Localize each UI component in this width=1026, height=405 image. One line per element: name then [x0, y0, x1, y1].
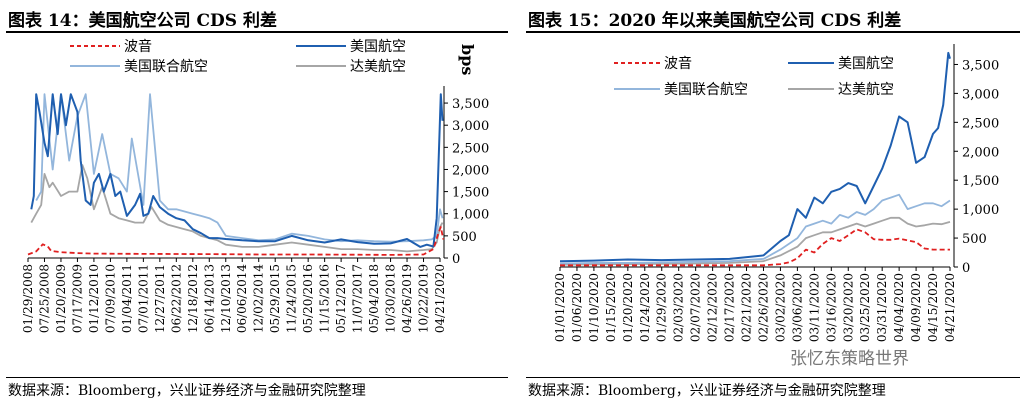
series-line-united — [559, 193, 951, 265]
x-tick-label: 06/22/2012 — [169, 264, 183, 333]
x-tick-label: 12/18/2012 — [186, 264, 200, 333]
left-title-rule — [6, 31, 508, 33]
right-source-note: 数据来源：Bloomberg，兴业证券经济与金融研究院整理 — [528, 383, 886, 399]
series-line-boeing — [560, 228, 950, 267]
x-tick-label: 03/20/2020 — [841, 273, 855, 342]
x-tick-label: 05/29/2015 — [268, 264, 282, 333]
x-tick-label: 04/21/2020 — [433, 264, 447, 333]
series-line-american — [559, 51, 951, 263]
y-tick-label: 0 — [452, 252, 460, 267]
y-tick-label: 0 — [962, 261, 970, 276]
legend-label-united: 美国联合航空 — [124, 59, 208, 75]
series-line-boeing — [27, 226, 445, 256]
y-tick-label: 2,000 — [962, 145, 999, 160]
right-cds-chart: 0 500 1,000 1,500 2,000 2,500 3,000 3,500 01/01/… — [553, 44, 999, 342]
x-tick-label: 02/07/2020 — [689, 273, 703, 342]
x-tick-label: 02/26/2020 — [756, 273, 770, 342]
legend-label-united: 美国联合航空 — [664, 82, 748, 98]
x-tick-label: 01/20/2020 — [621, 273, 635, 342]
watermark-text: 张忆东策略世界 — [790, 349, 909, 369]
x-tick-label: 04/15/2020 — [926, 273, 940, 342]
x-tick-label: 07/09/2010 — [103, 264, 117, 333]
legend-label-boeing: 波音 — [124, 38, 152, 55]
right-bottom-rule — [526, 377, 1020, 378]
x-tick-label: 05/04/2018 — [367, 264, 381, 333]
x-tick-label: 01/24/2020 — [638, 273, 652, 342]
x-tick-label: 11/15/2016 — [318, 264, 332, 333]
legend-label-american: 美国航空 — [350, 39, 406, 55]
y-tick-label: 1,500 — [962, 174, 999, 189]
x-tick-label: 01/04/2011 — [120, 264, 134, 333]
left-chart-title: 图表 14：美国航空公司 CDS 利差 — [8, 11, 277, 31]
x-tick-label: 06/06/2014 — [235, 264, 249, 334]
x-tick-label: 01/12/2010 — [87, 264, 101, 333]
x-tick-label: 03/16/2020 — [824, 273, 838, 342]
x-tick-label: 12/10/2013 — [219, 264, 233, 333]
x-tick-label: 07/25/2008 — [37, 264, 51, 333]
legend-label-delta: 达美航空 — [838, 82, 894, 98]
legend-label-boeing: 波音 — [664, 55, 692, 72]
x-tick-label: 03/11/2020 — [807, 273, 821, 342]
x-tick-label: 07/01/2011 — [136, 264, 150, 333]
x-tick-label: 01/29/2020 — [655, 273, 669, 342]
x-tick-label: 03/06/2020 — [790, 273, 804, 342]
y-tick-label: 500 — [962, 232, 987, 247]
x-tick-label: 04/26/2019 — [400, 264, 414, 333]
series-line-delta — [30, 164, 444, 253]
x-tick-label: 05/20/2016 — [301, 264, 315, 333]
x-tick-label: 02/03/2020 — [672, 273, 686, 342]
x-tick-label: 01/20/2009 — [54, 264, 68, 333]
x-tick-label: 03/25/2020 — [858, 273, 872, 342]
y-tick-label: 3,500 — [452, 97, 489, 112]
y-tick-label: 3,000 — [452, 119, 489, 134]
x-tick-label: 06/14/2013 — [202, 264, 216, 333]
left-bottom-rule — [6, 377, 508, 378]
series-line-american — [30, 93, 444, 248]
left-cds-chart: 0 500 1,000 1,500 2,000 2,500 3,000 3,500 bps 01/… — [21, 38, 489, 334]
x-tick-label: 07/17/2009 — [70, 264, 84, 333]
x-tick-label: 01/29/2008 — [21, 264, 35, 333]
y-tick-label: 500 — [452, 230, 477, 245]
x-tick-label: 10/22/2019 — [417, 264, 431, 333]
y-tick-label: 3,000 — [962, 87, 999, 102]
y-tick-label: 3,500 — [962, 58, 999, 73]
x-tick-label: 10/30/2018 — [384, 264, 398, 333]
x-tick-label: 01/10/2020 — [587, 273, 601, 342]
x-tick-label: 01/15/2020 — [604, 273, 618, 342]
x-tick-label: 01/01/2020 — [553, 273, 567, 342]
right-title-rule — [526, 31, 1020, 33]
x-tick-label: 02/17/2020 — [723, 273, 737, 342]
y-tick-label: 1,000 — [962, 203, 999, 218]
x-tick-label: 04/04/2020 — [892, 273, 906, 342]
y-tick-label: 2,000 — [452, 163, 489, 178]
x-tick-label: 03/31/2020 — [875, 273, 889, 342]
x-tick-label: 04/09/2020 — [909, 273, 923, 342]
left-source-note: 数据来源：Bloomberg，兴业证券经济与金融研究院整理 — [8, 383, 366, 399]
y-tick-label: 1,000 — [452, 208, 489, 223]
y-tick-label: 2,500 — [962, 116, 999, 131]
series-line-delta — [559, 216, 951, 266]
y-tick-label: 1,500 — [452, 186, 489, 201]
x-tick-label: 01/06/2020 — [570, 273, 584, 342]
right-chart-title: 图表 15：2020 年以来美国航空公司 CDS 利差 — [528, 11, 902, 31]
x-tick-label: 02/21/2020 — [740, 273, 754, 342]
x-tick-label: 04/21/2020 — [943, 273, 957, 342]
series-line-united — [35, 93, 444, 243]
x-tick-label: 11/24/2015 — [285, 264, 299, 333]
x-tick-label: 12/27/2011 — [153, 264, 167, 333]
x-tick-label: 12/02/2014 — [252, 264, 266, 334]
x-tick-label: 02/12/2020 — [706, 273, 720, 342]
x-tick-label: 11/07/2017 — [351, 264, 365, 333]
y-tick-label: 2,500 — [452, 141, 489, 156]
y-axis-label: bps — [458, 44, 477, 75]
legend-label-american: 美国航空 — [838, 56, 894, 72]
x-tick-label: 03/02/2020 — [773, 273, 787, 342]
x-tick-label: 05/12/2017 — [334, 264, 348, 333]
legend-label-delta: 达美航空 — [350, 59, 406, 75]
